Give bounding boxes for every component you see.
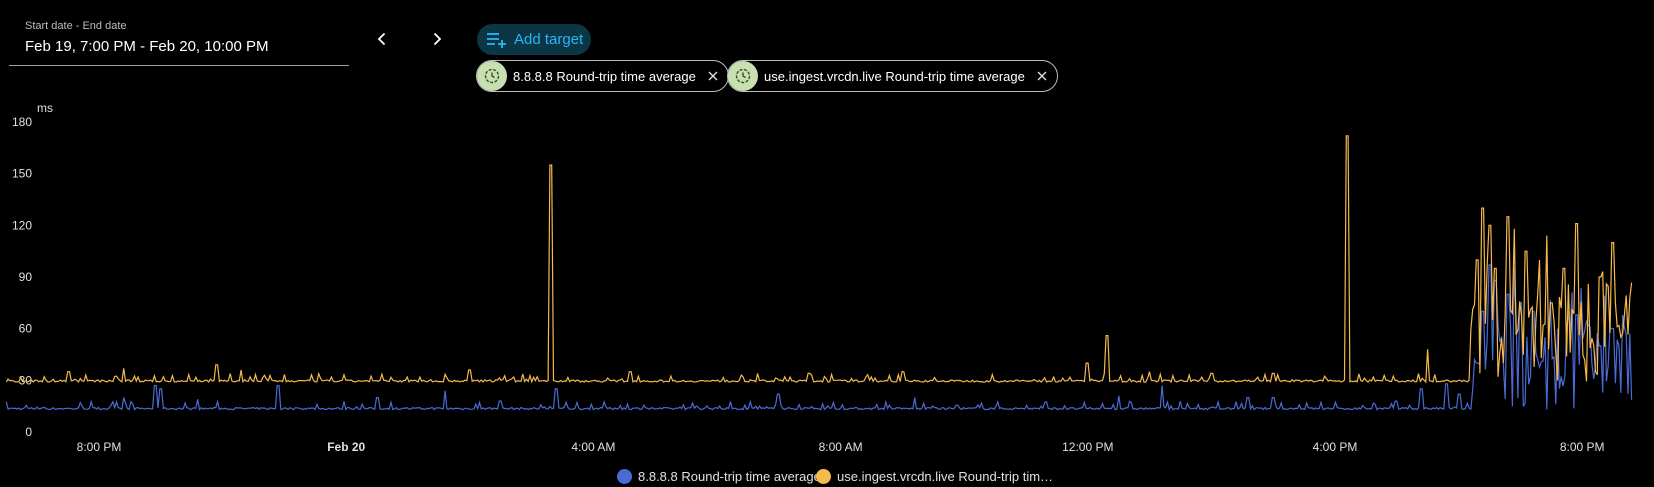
date-range-value[interactable]: Feb 19, 7:00 PM - Feb 20, 10:00 PM [25, 38, 269, 55]
y-axis: 0 30 60 90 120 150 180 [12, 115, 32, 439]
next-range-button[interactable] [421, 23, 453, 55]
clock-icon [735, 68, 751, 84]
series-line-8888 [5, 264, 1633, 412]
target-chip-2[interactable]: use.ingest.vrcdn.live Round-trip time av… [727, 60, 1058, 92]
y-tick-label: 180 [12, 115, 32, 129]
target-chip-1-avatar [477, 61, 507, 91]
x-tick-label: 8:00 PM [1560, 440, 1605, 454]
playlist-add-icon [487, 32, 506, 48]
chevron-left-icon [377, 32, 386, 46]
legend-swatch-1 [617, 469, 632, 484]
rtt-line-chart: ms 0 30 60 90 120 150 180 8:00 PM Feb 20 4:00 AM… [5, 101, 1633, 454]
y-tick-label: 60 [19, 322, 33, 336]
y-tick-label: 0 [25, 425, 32, 439]
target-chip-1[interactable]: 8.8.8.8 Round-trip time average [476, 60, 729, 92]
x-tick-label: 8:00 AM [819, 440, 863, 454]
close-icon [708, 71, 718, 81]
y-tick-label: 120 [12, 218, 32, 232]
y-tick-label: 90 [19, 270, 33, 284]
target-chip-1-label: 8.8.8.8 Round-trip time average [513, 68, 696, 84]
target-chip-1-remove[interactable] [706, 69, 720, 83]
y-axis-unit-label: ms [37, 101, 53, 115]
clock-icon [484, 68, 500, 84]
x-tick-label: 4:00 AM [571, 440, 615, 454]
legend-label-2: use.ingest.vrcdn.live Round-trip tim… [837, 469, 1054, 484]
target-chip-2-avatar [728, 61, 758, 91]
x-tick-label: 4:00 PM [1313, 440, 1358, 454]
chevron-right-icon [433, 32, 442, 46]
add-target-button[interactable]: Add target [477, 24, 591, 55]
add-target-label: Add target [514, 31, 584, 48]
x-tick-label: Feb 20 [327, 440, 365, 454]
x-tick-label: 8:00 PM [77, 440, 122, 454]
date-range-label: Start date - End date [25, 20, 127, 32]
legend-item-2[interactable]: use.ingest.vrcdn.live Round-trip tim… [816, 469, 1053, 484]
series-lines [5, 135, 1633, 412]
date-range-picker[interactable]: Start date - End date Feb 19, 7:00 PM - … [9, 18, 349, 66]
x-axis: 8:00 PM Feb 20 4:00 AM 8:00 AM 12:00 PM 4:00 … [77, 440, 1605, 454]
target-chip-2-remove[interactable] [1035, 69, 1049, 83]
y-tick-label: 30 [19, 373, 33, 387]
close-icon [1037, 71, 1047, 81]
legend-item-1[interactable]: 8.8.8.8 Round-trip time average [617, 469, 821, 484]
legend-swatch-2 [816, 469, 831, 484]
target-chip-2-label: use.ingest.vrcdn.live Round-trip time av… [764, 68, 1025, 84]
series-line-vrcdn [5, 135, 1633, 384]
y-tick-label: 150 [12, 167, 32, 181]
prev-range-button[interactable] [366, 23, 398, 55]
legend-label-1: 8.8.8.8 Round-trip time average [638, 469, 821, 484]
x-tick-label: 12:00 PM [1062, 440, 1113, 454]
